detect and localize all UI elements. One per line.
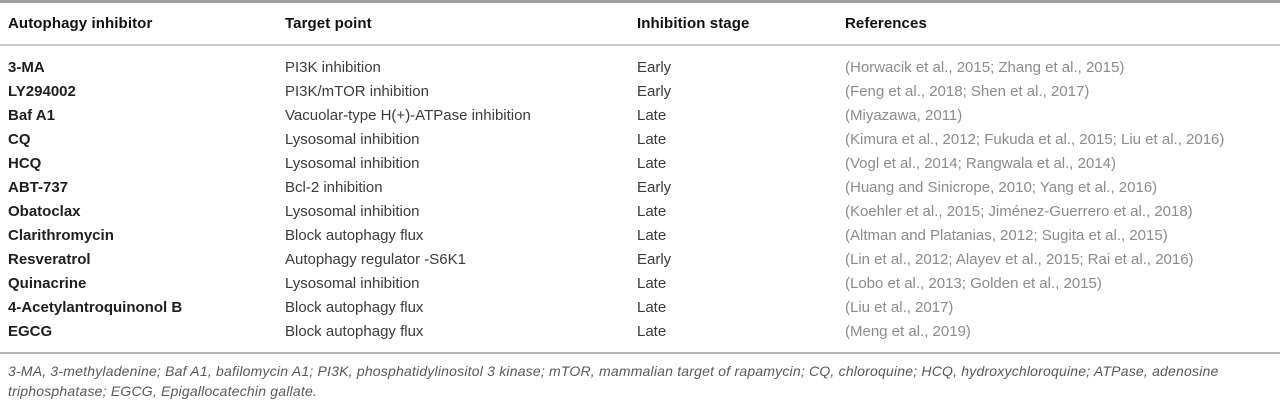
table-footnote: 3-MA, 3-methyladenine; Baf A1, bafilomyc… bbox=[8, 363, 1219, 399]
cell-stage: Early bbox=[637, 82, 672, 100]
table-row: HCQ Lysosomal inhibition Late (Vogl et a… bbox=[0, 151, 1280, 175]
cell-references: (Huang and Sinicrope, 2010; Yang et al.,… bbox=[845, 178, 1158, 196]
cell-target: Bcl-2 inhibition bbox=[285, 178, 383, 196]
cell-inhibitor: ABT-737 bbox=[8, 178, 69, 196]
cell-references: (Lin et al., 2012; Alayev et al., 2015; … bbox=[845, 250, 1194, 268]
cell-inhibitor: CQ bbox=[8, 130, 31, 148]
cell-inhibitor: EGCG bbox=[8, 322, 53, 340]
cell-stage: Late bbox=[637, 106, 667, 124]
table-row: EGCG Block autophagy flux Late (Meng et … bbox=[0, 319, 1280, 343]
table-row: Clarithromycin Block autophagy flux Late… bbox=[0, 223, 1280, 247]
table-row: 3-MA PI3K inhibition Early (Horwacik et … bbox=[0, 55, 1280, 79]
cell-stage: Late bbox=[637, 298, 667, 316]
cell-inhibitor: HCQ bbox=[8, 154, 42, 172]
footnote-divider bbox=[0, 352, 1280, 354]
column-header-inhibition-stage: Inhibition stage bbox=[637, 15, 750, 32]
cell-references: (Meng et al., 2019) bbox=[845, 322, 971, 340]
cell-references: (Altman and Platanias, 2012; Sugita et a… bbox=[845, 226, 1168, 244]
column-header-autophagy-inhibitor: Autophagy inhibitor bbox=[8, 15, 153, 32]
table-row: Quinacrine Lysosomal inhibition Late (Lo… bbox=[0, 271, 1280, 295]
table-row: LY294002 PI3K/mTOR inhibition Early (Fen… bbox=[0, 79, 1280, 103]
table-row: 4-Acetylantroquinonol B Block autophagy … bbox=[0, 295, 1280, 319]
cell-target: PI3K inhibition bbox=[285, 58, 381, 76]
cell-stage: Late bbox=[637, 202, 667, 220]
cell-references: (Horwacik et al., 2015; Zhang et al., 20… bbox=[845, 58, 1125, 76]
column-header-references: References bbox=[845, 15, 927, 32]
cell-target: Vacuolar-type H(+)-ATPase inhibition bbox=[285, 106, 531, 124]
table-header-row: Autophagy inhibitor Target point Inhibit… bbox=[0, 3, 1280, 46]
cell-target: Lysosomal inhibition bbox=[285, 154, 420, 172]
cell-stage: Late bbox=[637, 274, 667, 292]
cell-references: (Feng et al., 2018; Shen et al., 2017) bbox=[845, 82, 1090, 100]
table-body: 3-MA PI3K inhibition Early (Horwacik et … bbox=[0, 46, 1280, 343]
cell-target: PI3K/mTOR inhibition bbox=[285, 82, 429, 100]
cell-stage: Late bbox=[637, 130, 667, 148]
cell-target: Autophagy regulator -S6K1 bbox=[285, 250, 466, 268]
table-top-rule bbox=[0, 0, 1280, 3]
cell-stage: Late bbox=[637, 154, 667, 172]
cell-inhibitor: 3-MA bbox=[8, 58, 45, 76]
cell-stage: Early bbox=[637, 178, 672, 196]
cell-references: (Vogl et al., 2014; Rangwala et al., 201… bbox=[845, 154, 1117, 172]
cell-references: (Koehler et al., 2015; Jiménez-Guerrero … bbox=[845, 202, 1193, 220]
table-row: Baf A1 Vacuolar-type H(+)-ATPase inhibit… bbox=[0, 103, 1280, 127]
cell-references: (Lobo et al., 2013; Golden et al., 2015) bbox=[845, 274, 1102, 292]
cell-stage: Late bbox=[637, 322, 667, 340]
cell-inhibitor: Obatoclax bbox=[8, 202, 81, 220]
cell-target: Block autophagy flux bbox=[285, 322, 424, 340]
cell-inhibitor: Clarithromycin bbox=[8, 226, 114, 244]
column-header-target-point: Target point bbox=[285, 15, 372, 32]
cell-inhibitor: Resveratrol bbox=[8, 250, 91, 268]
cell-references: (Miyazawa, 2011) bbox=[845, 106, 963, 124]
cell-inhibitor: 4-Acetylantroquinonol B bbox=[8, 298, 183, 316]
cell-inhibitor: Quinacrine bbox=[8, 274, 87, 292]
cell-inhibitor: Baf A1 bbox=[8, 106, 55, 124]
cell-target: Lysosomal inhibition bbox=[285, 202, 420, 220]
cell-target: Block autophagy flux bbox=[285, 226, 424, 244]
cell-references: (Liu et al., 2017) bbox=[845, 298, 954, 316]
cell-target: Lysosomal inhibition bbox=[285, 130, 420, 148]
table-row: Resveratrol Autophagy regulator -S6K1 Ea… bbox=[0, 247, 1280, 271]
table-row: ABT-737 Bcl-2 inhibition Early (Huang an… bbox=[0, 175, 1280, 199]
cell-references: (Kimura et al., 2012; Fukuda et al., 201… bbox=[845, 130, 1225, 148]
cell-inhibitor: LY294002 bbox=[8, 82, 76, 100]
cell-target: Block autophagy flux bbox=[285, 298, 424, 316]
cell-target: Lysosomal inhibition bbox=[285, 274, 420, 292]
cell-stage: Late bbox=[637, 226, 667, 244]
cell-stage: Early bbox=[637, 58, 672, 76]
table-row: Obatoclax Lysosomal inhibition Late (Koe… bbox=[0, 199, 1280, 223]
cell-stage: Early bbox=[637, 250, 672, 268]
table-row: CQ Lysosomal inhibition Late (Kimura et … bbox=[0, 127, 1280, 151]
